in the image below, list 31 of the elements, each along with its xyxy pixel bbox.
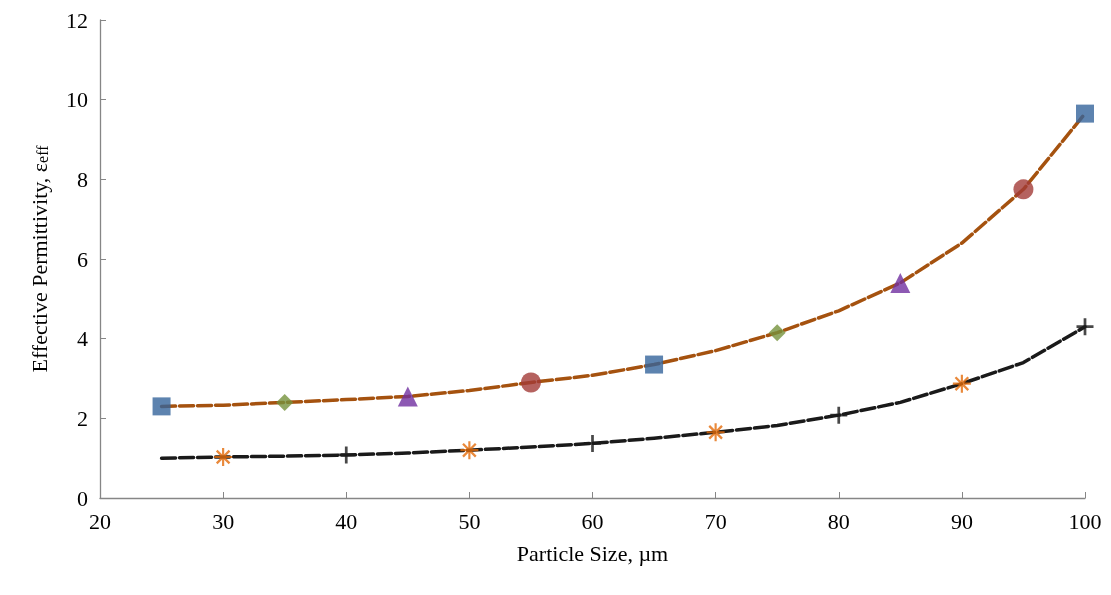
y-tick-label: 2	[77, 405, 88, 431]
y-tick-label: 8	[77, 166, 88, 192]
point	[830, 406, 848, 424]
x-tick-label: 60	[581, 508, 604, 534]
point	[337, 446, 355, 464]
point	[1076, 104, 1094, 123]
point	[645, 355, 664, 374]
point	[152, 397, 171, 416]
point	[397, 386, 418, 407]
y-tick-label: 10	[66, 87, 88, 113]
x-tick-label: 70	[704, 508, 727, 534]
x-tick-label: 40	[335, 508, 358, 534]
x-tick-label: 80	[827, 508, 850, 534]
y-tick-label: 12	[66, 7, 88, 33]
y-tick-label: 0	[77, 485, 88, 511]
point	[584, 434, 601, 452]
x-tick-label: 20	[89, 508, 111, 534]
point	[890, 272, 911, 293]
x-tick-label: 50	[458, 508, 481, 534]
x-axis-title: Particle Size, µm	[516, 540, 669, 566]
y-tick-label: 4	[77, 326, 88, 352]
y-tick-label: 6	[77, 246, 88, 272]
point	[276, 393, 294, 411]
x-tick-label: 100	[1068, 508, 1102, 534]
x-tick-label: 90	[950, 508, 973, 534]
point	[520, 372, 541, 393]
point	[1076, 318, 1094, 336]
y-axis-title: Effective Permittivity, εeff	[26, 144, 52, 373]
point	[768, 324, 786, 342]
point	[1013, 179, 1034, 200]
x-tick-label: 30	[212, 508, 235, 534]
